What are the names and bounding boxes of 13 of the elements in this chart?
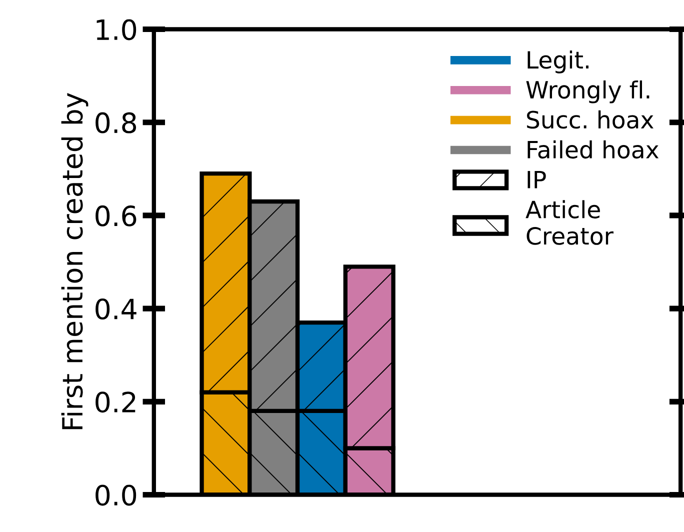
legend-label: Wrongly fl. bbox=[526, 80, 650, 104]
legend-label: Failed hoax bbox=[528, 140, 659, 159]
y-tick-label: 0.6 bbox=[96, 205, 136, 226]
y-axis-title: First mention created by bbox=[61, 92, 88, 430]
text: IP bbox=[528, 170, 546, 188]
y-tick-label: 0.4 bbox=[96, 298, 136, 320]
y-tick-label: 0.0 bbox=[96, 484, 136, 506]
y-tick-label: 1.0 bbox=[96, 19, 136, 40]
legend-label: Succ. hoax bbox=[526, 110, 654, 129]
text: Article Creator bbox=[526, 200, 614, 245]
legend-label: Legit. bbox=[528, 50, 588, 74]
y-tick-label: 0.2 bbox=[96, 392, 136, 413]
y-tick-label: 0.8 bbox=[96, 112, 136, 134]
